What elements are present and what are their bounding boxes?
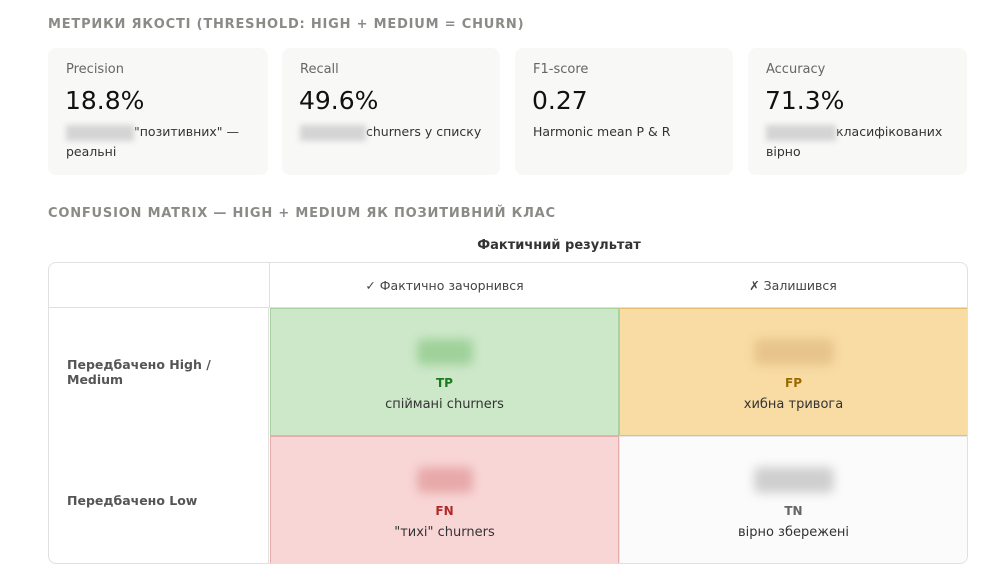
cell-desc: "тихі" churners — [394, 525, 495, 540]
metric-note: churners у списку — [300, 122, 485, 142]
metric-note: Harmonic mean P & R — [533, 122, 718, 142]
note-text: класифікованих вірно — [766, 124, 943, 159]
redacted — [416, 467, 473, 493]
metric-label: F1-score — [533, 62, 589, 77]
metric-card: Precision 18.8% "позитивних" — реальні — [48, 48, 268, 175]
metric-card: F1-score 0.27 Harmonic mean P & R — [515, 48, 733, 175]
cell-code: FP — [785, 376, 802, 390]
metric-note: класифікованих вірно — [766, 122, 951, 162]
redacted — [753, 467, 834, 493]
metric-card: Recall 49.6% churners у списку — [282, 48, 500, 175]
redacted — [753, 339, 834, 365]
metric-value: 71.3% — [765, 86, 845, 115]
metric-label: Accuracy — [766, 62, 826, 77]
cell-desc: спіймані churners — [385, 397, 504, 412]
row-header: Передбачено Low — [49, 436, 269, 563]
column-header: ✗ Залишився — [619, 263, 967, 308]
redacted — [66, 124, 134, 141]
metric-label: Precision — [66, 62, 125, 77]
note-text: churners у списку — [366, 124, 482, 139]
note-text: Harmonic mean P & R — [533, 124, 671, 139]
column-header: ✓ Фактично зачорнився — [270, 263, 619, 308]
matrix-cell: FN "тихі" churners — [270, 436, 619, 563]
redacted — [300, 124, 366, 141]
cell-code: TP — [436, 376, 453, 390]
matrix-cell: FP хибна тривога — [619, 308, 967, 436]
cell-code: TN — [784, 504, 803, 518]
redacted — [766, 124, 836, 141]
note-text: "позитивних" — реальні — [66, 124, 240, 159]
section-title: МЕТРИКИ ЯКОСТІ (THRESHOLD: HIGH + MEDIUM… — [48, 17, 525, 32]
section-title: CONFUSION MATRIX — HIGH + MEDIUM ЯК ПОЗИ… — [48, 206, 556, 221]
metric-label: Recall — [300, 62, 339, 77]
corner-cell — [49, 263, 270, 308]
confusion-matrix: ✓ Фактично зачорнився ✗ Залишився Передб… — [48, 262, 968, 564]
redacted — [416, 339, 473, 365]
row-header: Передбачено High / Medium — [49, 308, 269, 436]
axis-title: Фактичний результат — [477, 238, 641, 253]
metric-value: 0.27 — [532, 86, 588, 115]
cell-desc: вірно збережені — [737, 525, 850, 540]
metric-note: "позитивних" — реальні — [66, 122, 251, 162]
metric-value: 49.6% — [299, 86, 379, 115]
matrix-cell: TN вірно збережені — [619, 436, 967, 563]
metric-card: Accuracy 71.3% класифікованих вірно — [748, 48, 967, 175]
matrix-cell: TP спіймані churners — [270, 308, 619, 436]
cell-code: FN — [435, 504, 454, 518]
metric-value: 18.8% — [65, 86, 145, 115]
cell-desc: хибна тривога — [743, 397, 844, 412]
